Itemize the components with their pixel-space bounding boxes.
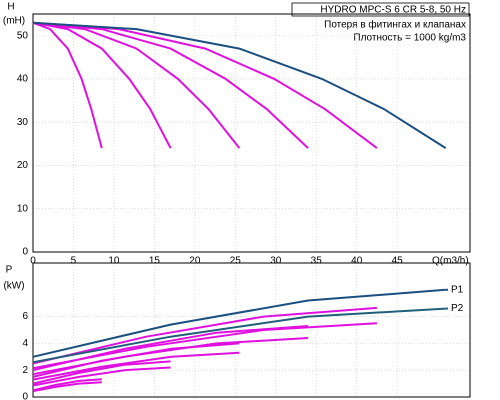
series-line <box>32 337 309 376</box>
y-tick-label: 0 <box>22 392 28 400</box>
x-tick-label: 25 <box>230 256 242 267</box>
y-tick-label: 30 <box>17 117 29 128</box>
y-tick-label: 2 <box>22 365 28 376</box>
series-line <box>32 381 102 393</box>
y-tick-label: 0 <box>22 247 28 258</box>
series-line <box>32 378 102 392</box>
series-line <box>32 288 446 358</box>
y-tick-label: 40 <box>17 74 29 85</box>
y-tick-label: 20 <box>17 160 29 171</box>
chart-title: HYDRO MPC-S 6 CR 5-8, 50 Hz <box>320 5 466 16</box>
x-tick-label: 15 <box>149 256 161 267</box>
y-tick-label: 6 <box>22 311 28 322</box>
series-line <box>32 360 171 385</box>
x-tick-label: 35 <box>311 256 323 267</box>
series-label: P2 <box>451 303 464 314</box>
x-label: Q(m3/h) <box>432 256 469 267</box>
subtitle: Потеря в фитингах и клапанах <box>324 19 466 31</box>
title-box <box>291 2 470 17</box>
x-tick-label: 5 <box>71 256 77 267</box>
series-line <box>32 21 172 149</box>
y-tick-label: 4 <box>22 338 28 349</box>
x-tick-label: 45 <box>392 256 404 267</box>
series-line <box>32 21 447 149</box>
x-tick-label: 40 <box>351 256 363 267</box>
series-line <box>32 21 241 149</box>
y-tick-label: 50 <box>17 30 29 41</box>
series-line <box>32 21 309 149</box>
series-label: P1 <box>451 284 464 295</box>
subtitle: Плотность = 1000 kg/m3 <box>353 33 466 44</box>
y-tick-label: 10 <box>17 203 29 214</box>
series-line <box>32 322 377 370</box>
y-label: (mH) <box>3 16 25 27</box>
series-line <box>32 306 377 365</box>
y-label: H <box>7 2 14 13</box>
y-label: (kW) <box>3 281 24 292</box>
y-label: P <box>6 265 13 276</box>
series-line <box>32 351 240 381</box>
series-line <box>32 21 103 149</box>
series-line <box>32 366 171 387</box>
x-tick-label: 10 <box>108 256 120 267</box>
series-line <box>32 307 446 364</box>
plot-frame <box>32 13 471 253</box>
x-tick-label: 0 <box>30 256 36 267</box>
plot-frame <box>32 262 471 398</box>
x-tick-label: 30 <box>270 256 282 267</box>
x-tick-label: 20 <box>189 256 201 267</box>
